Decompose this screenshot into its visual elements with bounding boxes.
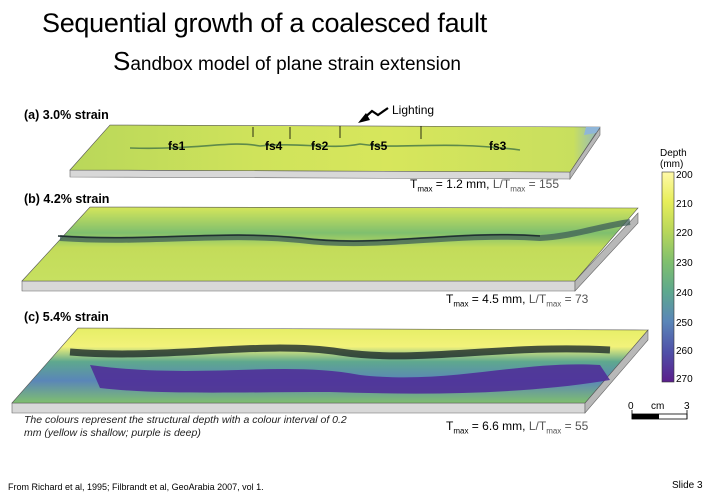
- colorbar-tick-label: 220: [676, 228, 693, 239]
- panel-b-front-edge: [21, 280, 576, 292]
- source-citation: From Richard et al, 1995; Filbrandt et a…: [8, 482, 264, 492]
- colorbar-tick-label: 200: [676, 170, 693, 181]
- figure-caption: The colours represent the structural dep…: [24, 414, 347, 439]
- colorbar-tick-label: 250: [676, 318, 693, 329]
- scale-bar-fill: [632, 414, 659, 419]
- fault-segment-label: fs5: [370, 139, 388, 153]
- ratio-value: = 73: [561, 292, 589, 306]
- lighting-arrow-icon: [358, 107, 389, 123]
- panel-a-tmax: Tmax = 1.2 mm, L/Tmax = 155: [410, 177, 559, 193]
- ratio-subscript: max: [510, 184, 526, 194]
- tmax-value: = 1.2 mm,: [432, 177, 490, 191]
- ratio-value: = 55: [561, 419, 589, 433]
- subtitle-rest: andbox model of plane strain extension: [130, 54, 461, 75]
- tmax-value: = 6.6 mm,: [468, 419, 526, 433]
- tmax-value: = 4.5 mm,: [468, 292, 526, 306]
- fault-segment-label: fs2: [311, 139, 329, 153]
- slide-number: Slide 3: [672, 480, 703, 491]
- tmax-subscript: max: [453, 426, 469, 436]
- scale-bar-unit-label: cm: [651, 401, 665, 412]
- slide-subtitle: Sandbox model of plane strain extension: [113, 46, 461, 77]
- panel-c-tmax: Tmax = 6.6 mm, L/Tmax = 55: [446, 419, 588, 435]
- scale-bar: [631, 410, 688, 420]
- panel-c-fault-scarp: [69, 344, 611, 360]
- colorbar-tick-label: 240: [676, 288, 693, 299]
- fault-segment-label: fs1: [168, 139, 186, 153]
- fault-segment-label: fs3: [489, 139, 507, 153]
- colorbar-tick-label: 260: [676, 346, 693, 357]
- tmax-symbol: T: [446, 419, 454, 433]
- panel-a-corner-low: [584, 127, 600, 135]
- ratio-subscript: max: [546, 426, 562, 436]
- panel-a-fault-trace: [129, 143, 521, 151]
- panel-c-model: [11, 327, 649, 414]
- scale-bar-start-label: 0: [628, 401, 634, 412]
- ratio-symbol: L/T: [528, 292, 547, 306]
- colorbar-title-line2: (mm): [660, 159, 684, 170]
- panel-c-label: (c) 5.4% strain: [24, 310, 109, 324]
- panel-b-side-edge: [574, 212, 639, 292]
- colorbar-title-line1: Depth: [660, 148, 687, 159]
- tmax-subscript: max: [417, 184, 433, 194]
- ratio-symbol: L/T: [528, 419, 547, 433]
- slide-title: Sequential growth of a coalesced fault: [42, 8, 487, 38]
- depth-colorbar: [661, 171, 675, 383]
- tmax-symbol: T: [446, 292, 454, 306]
- lighting-label: Lighting: [392, 103, 435, 117]
- ratio-subscript: max: [546, 299, 562, 309]
- panel-b-label: (b) 4.2% strain: [24, 192, 110, 206]
- tmax-subscript: max: [453, 299, 469, 309]
- panel-b-fault-trace: [57, 234, 541, 242]
- panel-a-surface: [69, 124, 601, 173]
- panel-b-model: [21, 206, 639, 292]
- panel-b-tmax: Tmax = 4.5 mm, L/Tmax = 73: [446, 292, 588, 308]
- colorbar-tick-label: 270: [676, 374, 693, 385]
- colorbar-title: Depth (mm): [660, 148, 700, 170]
- tmax-symbol: T: [410, 177, 418, 191]
- scale-bar-end-label: 3: [684, 401, 690, 412]
- colorbar-tick-label: 210: [676, 199, 693, 210]
- panel-a-side-edge: [569, 127, 601, 180]
- fault-segment-label: fs4: [265, 139, 283, 153]
- ratio-value: = 155: [525, 177, 560, 191]
- fault-tip-markers: [252, 126, 422, 139]
- panel-a-model: [69, 124, 601, 180]
- colorbar-tick-label: 230: [676, 258, 693, 269]
- subtitle-initial: S: [113, 46, 131, 76]
- panel-c-front-edge: [11, 402, 586, 414]
- panel-b-fault-scarp: [59, 219, 631, 247]
- panel-c-deep-basin: [90, 364, 610, 394]
- panel-a-label: (a) 3.0% strain: [24, 108, 109, 122]
- ratio-symbol: L/T: [492, 177, 511, 191]
